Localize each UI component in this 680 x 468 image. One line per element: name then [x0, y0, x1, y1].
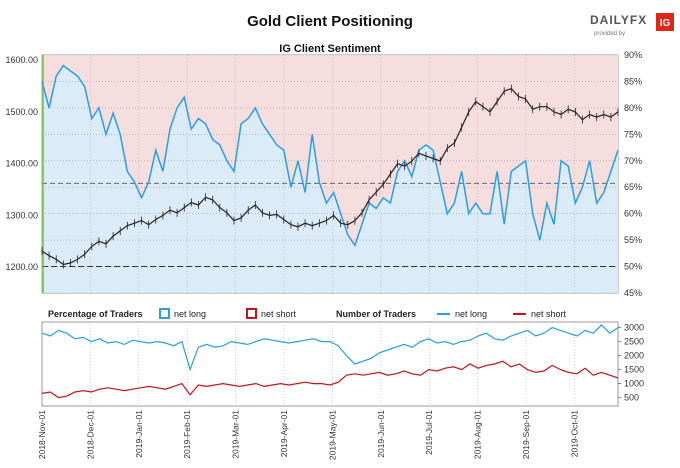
- date-tick-label: 2019-Sep-01: [521, 410, 531, 459]
- top-lines: [41, 64, 619, 269]
- legend-pct-title: Percentage of Traders: [48, 309, 143, 319]
- percent-tick-label: 60%: [624, 209, 642, 219]
- legend: Percentage of Traders net long net short…: [48, 308, 567, 319]
- net-long-area: [42, 65, 618, 293]
- bottom-lines: [41, 323, 619, 399]
- dailyfx-logo: DAILYFX provided by IG: [590, 13, 674, 37]
- date-tick-label: 2019-Apr-01: [279, 410, 289, 458]
- price-tick-label: 1400.00: [5, 159, 38, 169]
- legend-num-long: net long: [455, 309, 487, 319]
- price-axis: 1200.00 1300.00 1400.00 1500.00 1600.00: [5, 55, 38, 272]
- percent-axis: 45% 50% 55% 60% 65% 70% 75% 80% 85% 90%: [624, 50, 642, 298]
- date-tick-label: 2018-Dec-01: [85, 410, 95, 459]
- date-tick-label: 2019-Mar-01: [231, 410, 241, 459]
- price-tick-label: 1300.00: [5, 210, 38, 220]
- price-tick-label: 1500.00: [5, 107, 38, 117]
- count-tick-label: 3000: [624, 323, 644, 333]
- percent-tick-label: 45%: [624, 288, 642, 298]
- count-tick-label: 1000: [624, 379, 644, 389]
- net-long-count-line: [41, 323, 619, 372]
- date-tick-label: 2019-May-01: [327, 410, 337, 460]
- percent-tick-label: 75%: [624, 129, 642, 139]
- percent-tick-label: 55%: [624, 235, 642, 245]
- page-title: Gold Client Positioning: [247, 13, 413, 30]
- top-grid: [41, 54, 618, 294]
- legend-pct-long: net long: [174, 309, 206, 319]
- top-panel-title: IG Client Sentiment: [279, 43, 381, 55]
- legend-num-short: net short: [531, 309, 567, 319]
- brand-name: DAILYFX: [590, 13, 647, 27]
- count-tick-label: 1500: [624, 365, 644, 375]
- date-tick-label: 2019-Oct-01: [569, 410, 579, 458]
- legend-pct-short: net short: [261, 309, 297, 319]
- legend-num-title: Number of Traders: [336, 309, 416, 319]
- legend-net-long-swatch: [159, 308, 170, 319]
- bottom-panel-border: [41, 321, 619, 407]
- bottom-grid: [41, 322, 575, 406]
- price-tick-label: 1200.00: [5, 262, 38, 272]
- ig-badge: [656, 13, 674, 31]
- percent-tick-label: 90%: [624, 50, 642, 60]
- date-tick-label: 2019-Aug-01: [473, 410, 483, 459]
- count-tick-label: 2500: [624, 337, 644, 347]
- percent-tick-label: 70%: [624, 156, 642, 166]
- percent-tick-label: 65%: [624, 182, 642, 192]
- brand-sub: provided by: [594, 31, 625, 37]
- date-tick-label: 2018-Nov-01: [37, 410, 47, 459]
- date-axis: 2018-Nov-01 2018-Dec-01 2019-Jan-01 2019-Fe…: [37, 410, 579, 460]
- top-panel: IG Client Sentiment 1200.00 1300.00 1400.0…: [5, 43, 642, 298]
- percent-tick-label: 80%: [624, 103, 642, 113]
- date-tick-label: 2019-Feb-01: [182, 410, 192, 459]
- date-tick-label: 2019-Jul-01: [424, 410, 434, 455]
- date-tick-label: 2019-Jan-01: [134, 410, 144, 458]
- count-tick-label: 500: [624, 393, 639, 403]
- price-line: [41, 87, 619, 266]
- date-tick-label: 2019-Jun-01: [376, 410, 386, 458]
- percent-tick-label: 85%: [624, 76, 642, 86]
- count-tick-label: 2000: [624, 351, 644, 361]
- net-long-pct-line: [41, 64, 619, 248]
- legend-net-short-swatch: [246, 308, 257, 319]
- ig-badge-label: IG: [660, 18, 671, 29]
- count-axis: 500 1000 1500 2000 2500 3000: [618, 323, 644, 403]
- price-tick-label: 1600.00: [5, 55, 38, 65]
- percent-tick-label: 50%: [624, 262, 642, 272]
- net-short-count-line: [41, 360, 619, 399]
